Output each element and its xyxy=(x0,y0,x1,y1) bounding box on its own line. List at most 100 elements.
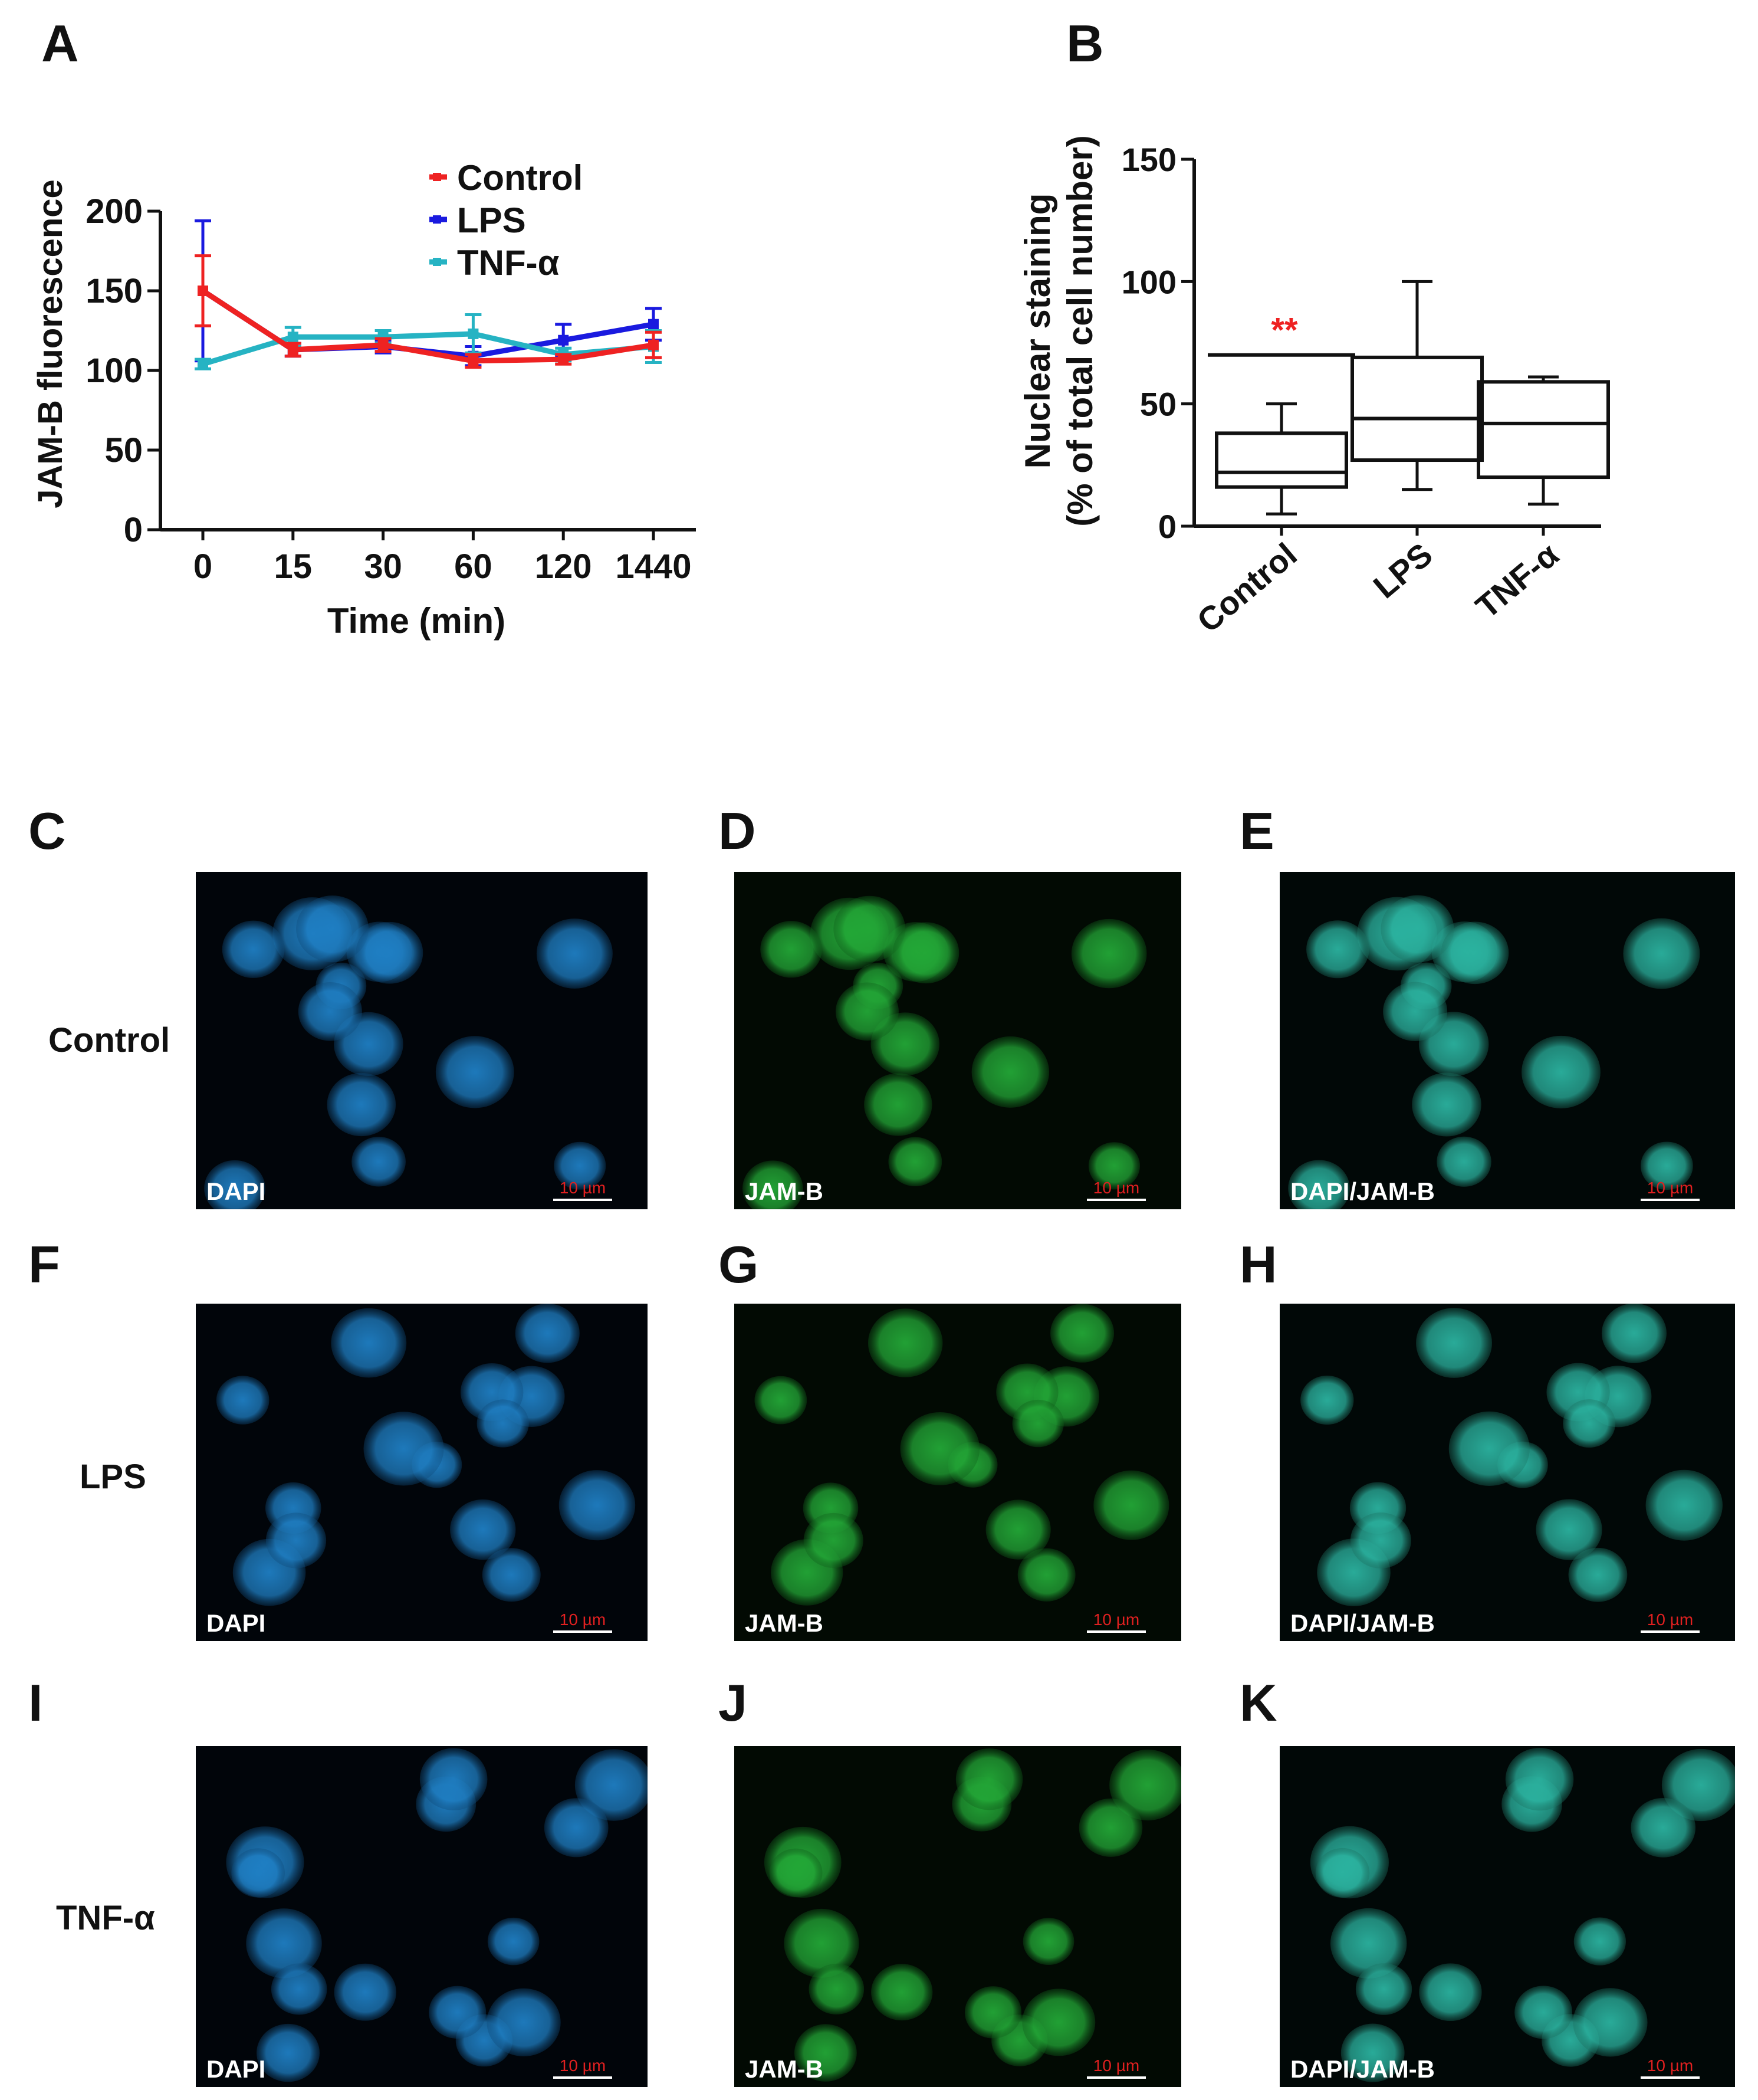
panel-letter-e: E xyxy=(1240,802,1274,860)
cell-blob xyxy=(794,2024,857,2082)
data-point xyxy=(377,339,389,350)
box-iqr xyxy=(1477,380,1610,480)
cell-blob xyxy=(351,1137,406,1187)
cell-blob xyxy=(1383,982,1448,1041)
cell-blob xyxy=(1315,1848,1370,1898)
micrograph-cells xyxy=(226,1748,648,2082)
row-label-lps: LPS xyxy=(80,1458,146,1496)
cell-blob xyxy=(327,1072,396,1137)
box-1 xyxy=(1350,280,1484,491)
scale-bar: 10 µm xyxy=(1641,1180,1700,1201)
data-point xyxy=(198,359,208,370)
cell-blob xyxy=(1536,1499,1602,1560)
x-tick-label: 0 xyxy=(193,547,212,586)
panel-letter-a: A xyxy=(41,14,79,73)
scale-bar-label: 10 µm xyxy=(1093,1610,1140,1629)
cell-blob xyxy=(554,1141,606,1190)
micrograph-cells xyxy=(764,1748,1181,2082)
cell-blob xyxy=(1631,1797,1696,1858)
cell-blob xyxy=(1355,1963,1412,2015)
y-axis-title: Nuclear staining xyxy=(1018,193,1057,469)
cell-blob xyxy=(1012,1399,1064,1448)
scale-bar: 10 µm xyxy=(1087,2058,1146,2079)
cell-blob xyxy=(1412,1072,1481,1137)
micrograph-dapi-jam-b-control: DAPI/JAM-B 10 µm xyxy=(1280,872,1735,1209)
data-point xyxy=(198,286,208,296)
scale-bar-label: 10 µm xyxy=(1093,1179,1140,1197)
scale-bar-line xyxy=(1087,1630,1146,1633)
cell-blob xyxy=(246,1908,322,1978)
box-iqr xyxy=(1215,431,1348,489)
panel-letter-k: K xyxy=(1240,1674,1277,1732)
cell-blob xyxy=(1563,1399,1616,1448)
channel-label: DAPI/JAM-B xyxy=(1290,2055,1435,2083)
cell-blob xyxy=(888,1137,942,1187)
cell-blob xyxy=(964,1986,1022,2039)
x-tick-label: LPS xyxy=(1366,536,1440,605)
data-point xyxy=(648,339,659,350)
row-label-tnf: TNF-α xyxy=(56,1899,155,1937)
legend-label: TNF-α xyxy=(457,243,560,283)
cell-blob xyxy=(1093,1470,1169,1540)
cell-blob xyxy=(356,921,423,984)
panel-letter-c: C xyxy=(28,802,66,860)
channel-label: DAPI/JAM-B xyxy=(1290,1609,1435,1637)
cell-blob xyxy=(1050,1304,1115,1363)
cell-blob xyxy=(892,922,959,984)
data-point xyxy=(558,354,569,365)
scale-bar-label: 10 µm xyxy=(1647,2056,1694,2075)
data-point xyxy=(468,355,479,366)
cell-blob xyxy=(955,1748,1023,1810)
cell-blob xyxy=(1514,1986,1573,2039)
series-2 xyxy=(195,313,662,370)
cell-blob xyxy=(1300,1375,1354,1425)
x-tick-label: Control xyxy=(1190,536,1304,639)
cell-blob xyxy=(971,1036,1050,1108)
cell-blob xyxy=(1088,1142,1141,1190)
cell-blob xyxy=(544,1798,609,1858)
panel-letter-h: H xyxy=(1240,1235,1277,1294)
panel-letter-b: B xyxy=(1066,14,1104,73)
cell-blob xyxy=(864,1073,932,1136)
scale-bar: 10 µm xyxy=(1087,1612,1146,1633)
legend-label: Control xyxy=(457,158,583,198)
legend-marker xyxy=(433,258,441,266)
panel-letter-f: F xyxy=(28,1235,60,1294)
cell-blob xyxy=(429,1986,487,2039)
y-tick-label: 150 xyxy=(1122,141,1177,178)
channel-label: DAPI xyxy=(206,2055,266,2083)
cell-blob xyxy=(1623,918,1700,989)
cell-blob xyxy=(1330,1908,1407,1978)
cell-blob xyxy=(204,1160,265,1209)
y-tick-label: 200 xyxy=(86,192,143,231)
cell-blob xyxy=(1079,1798,1143,1857)
cell-blob xyxy=(900,1412,980,1485)
y-tick-label: 50 xyxy=(104,431,143,470)
cell-blob xyxy=(216,1376,270,1425)
channel-label: JAM-B xyxy=(745,1609,823,1637)
legend-label: LPS xyxy=(457,201,526,240)
cell-blob xyxy=(487,1988,561,2056)
micrograph-jam-b-lps: JAM-B 10 µm xyxy=(734,1304,1181,1641)
x-tick-label: 15 xyxy=(274,547,313,586)
cell-blob xyxy=(803,1512,863,1568)
panel-letter-i: I xyxy=(28,1674,43,1732)
y-tick-label: 0 xyxy=(124,511,143,549)
significance-stars: ** xyxy=(1271,311,1298,350)
legend-marker xyxy=(433,215,441,224)
channel-label: JAM-B xyxy=(745,1177,823,1205)
cell-blob xyxy=(1573,1917,1626,1966)
cell-blob xyxy=(265,1512,327,1569)
y-tick-label: 100 xyxy=(86,352,143,390)
cell-blob xyxy=(435,1036,514,1108)
cell-blob xyxy=(515,1304,580,1363)
box-2 xyxy=(1477,375,1610,506)
x-tick-label: 120 xyxy=(535,547,592,586)
micrograph-cells xyxy=(216,1304,636,1606)
scale-bar-label: 10 µm xyxy=(1647,1610,1694,1629)
cell-blob xyxy=(1023,1918,1074,1966)
channel-label: DAPI xyxy=(206,1609,266,1637)
micrograph-cells xyxy=(1310,1748,1735,2082)
cell-blob xyxy=(363,1412,444,1486)
box-0 xyxy=(1215,402,1348,516)
